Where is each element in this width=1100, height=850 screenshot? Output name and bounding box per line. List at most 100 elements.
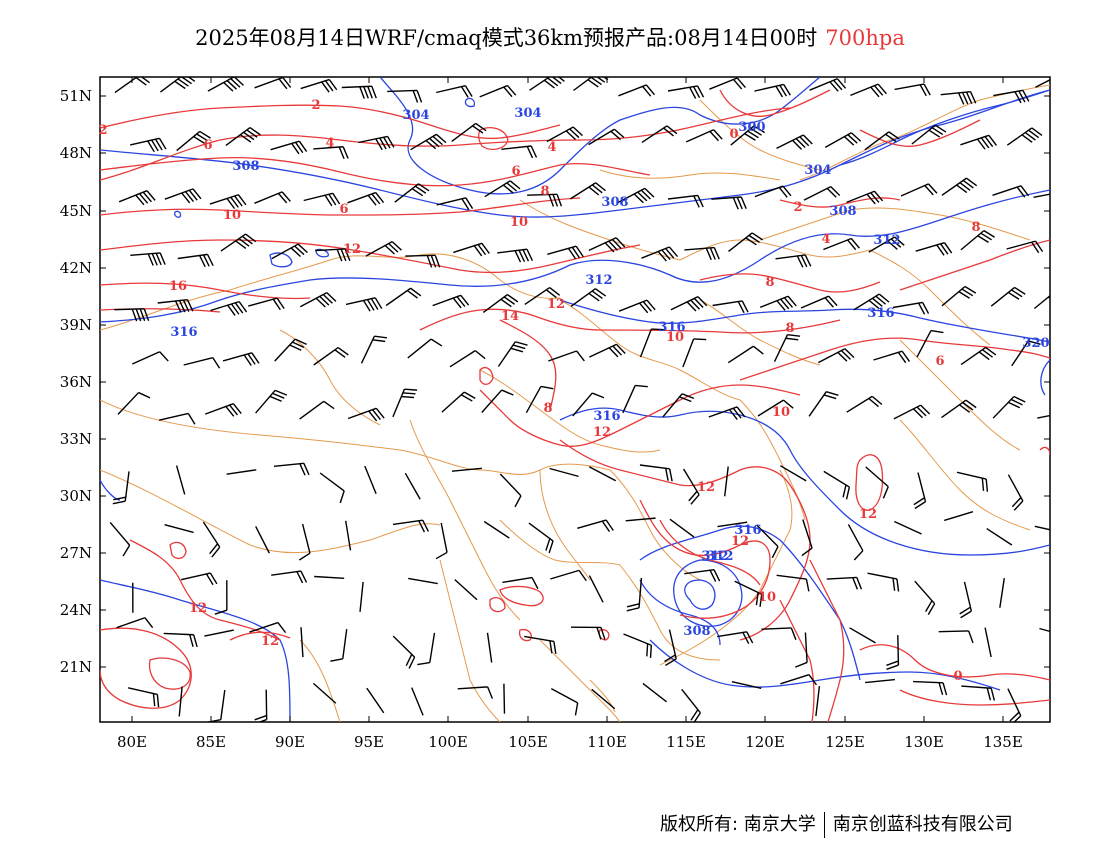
lat-label: 51N [60, 87, 92, 105]
wind-barb [992, 185, 1030, 198]
height-contour-label: 316 [734, 523, 761, 538]
lat-label: 45N [60, 202, 92, 220]
title-main: 2025年08月14日WRF/cmaq模式36km预报产品:08月14日00时 [195, 26, 818, 50]
wind-barb [823, 237, 860, 251]
wind-barb [662, 393, 695, 418]
wind-barb [436, 85, 473, 98]
wind-barb [727, 345, 764, 364]
wind-barb [180, 572, 218, 586]
wind-barb [913, 472, 927, 510]
boundary-lines [100, 84, 1050, 722]
height-contour-label: 312 [706, 549, 733, 564]
wind-barb [392, 635, 416, 669]
temperature-contour-label: 10 [758, 590, 776, 605]
wind-barb [248, 297, 285, 311]
wind-barb [208, 689, 226, 722]
wind-barb [341, 85, 377, 99]
chart-title: 2025年08月14日WRF/cmaq模式36km预报产品:08月14日00时 7… [0, 22, 1100, 52]
wind-barb [1039, 627, 1050, 638]
temperature-contour-label: 2 [98, 123, 107, 138]
wind-barb [359, 581, 364, 612]
wind-barb [300, 78, 338, 93]
wind-barb [731, 681, 762, 689]
wind-barb [299, 400, 335, 420]
wind-barb [330, 629, 348, 662]
wind-barb [850, 83, 887, 98]
wind-barb [300, 627, 304, 658]
wind-barb [109, 521, 131, 557]
wind-barb [176, 130, 211, 152]
wind-barb [220, 233, 257, 252]
wind-barb [894, 83, 931, 97]
wind-barb [641, 125, 678, 143]
wind-barb [728, 232, 764, 252]
wind-barb [667, 85, 705, 99]
temperature-contour-label: 12 [593, 425, 611, 440]
footer-owner: 版权所有: 南京大学 [660, 814, 816, 835]
wind-barb [914, 580, 936, 615]
wind-barb [225, 127, 261, 146]
lon-label: 120E [745, 733, 785, 751]
wind-barb [479, 84, 517, 98]
wind-barb [684, 246, 720, 261]
lat-label: 30N [60, 487, 92, 505]
copyright-footer: 版权所有: 南京大学 南京创蓝科技有限公司 [660, 810, 1013, 838]
wind-barb [617, 187, 655, 204]
temperature-contour-label: 6 [511, 164, 520, 179]
lon-label: 100E [428, 733, 468, 751]
lon-label: 85E [196, 733, 226, 751]
wind-barb [570, 626, 606, 640]
wind-barb [497, 248, 534, 263]
footer-separator [823, 812, 825, 838]
wind-barb [625, 517, 656, 522]
wind-barb [392, 519, 429, 533]
wind-barb [417, 632, 436, 666]
wind-barb [254, 689, 268, 722]
height-contour-label: 316 [593, 409, 620, 424]
wind-barb [572, 392, 605, 417]
wind-barb [956, 471, 989, 492]
wind-barb [711, 196, 747, 210]
wind-barb [255, 389, 288, 414]
wind-barb [915, 242, 953, 256]
wind-barb [345, 520, 352, 551]
wind-barb [127, 687, 160, 708]
lat-label: 27N [60, 544, 92, 562]
wind-barb [588, 575, 604, 603]
wind-barb [486, 632, 493, 663]
map-frame [99, 76, 1051, 723]
wind-barb [453, 242, 490, 257]
lat-label: 36N [60, 373, 92, 391]
wind-barb [865, 678, 896, 684]
wind-barb [385, 287, 422, 307]
wind-barb [315, 248, 351, 262]
height-contour-label: 316 [658, 320, 685, 335]
wind-barb [683, 468, 700, 505]
height-contour-label: 304 [402, 108, 429, 123]
wind-barb [255, 526, 270, 554]
longitude-labels: 80E 85E 90E 95E 100E 105E 110E 115E 120E 125E 130E… [117, 733, 1023, 751]
wind-barb [550, 687, 579, 716]
wind-barb [347, 191, 385, 206]
wind-barb [132, 351, 169, 365]
temperature-contour-label: 6 [935, 354, 944, 369]
temperature-contour-label: 0 [953, 669, 962, 684]
wind-barb [622, 384, 648, 414]
temperature-contour-label: 12 [859, 507, 877, 522]
wind-barb [808, 391, 839, 417]
wind-barb [345, 297, 383, 312]
wind-barb [941, 399, 977, 419]
wind-barb [114, 308, 150, 322]
wind-barb [441, 391, 476, 413]
wind-barb [410, 133, 447, 151]
wind-barb [756, 524, 779, 559]
wind-barb [847, 524, 864, 561]
height-contour-label: 300 [738, 120, 765, 135]
wind-barb [817, 348, 855, 364]
wind-barb [591, 688, 616, 710]
wind-barb [114, 77, 150, 94]
wind-barb [809, 78, 847, 92]
wind-barb [163, 632, 198, 648]
wind-barb [757, 399, 794, 417]
